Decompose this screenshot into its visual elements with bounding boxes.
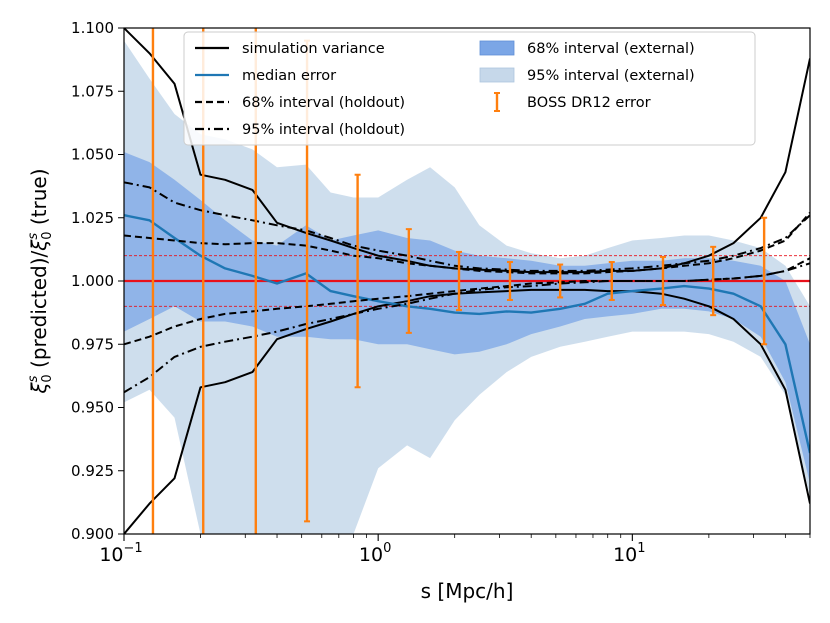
- legend-swatch-4: [479, 40, 515, 56]
- legend-label-2: 68% interval (holdout): [242, 95, 405, 111]
- y-tick-label-6: 1.050: [71, 146, 114, 164]
- y-tick-label-3: 0.975: [71, 335, 114, 353]
- legend-label-5: 95% interval (external): [527, 68, 695, 84]
- y-tick-label-7: 1.075: [71, 82, 114, 100]
- x-axis-label: s [Mpc/h]: [421, 579, 514, 603]
- x-tick-label-2: 101: [613, 541, 645, 566]
- legend-label-1: median error: [242, 68, 336, 84]
- legend-swatch-5: [479, 67, 515, 83]
- legend-label-3: 95% interval (holdout): [242, 122, 405, 138]
- legend-box: [183, 31, 756, 146]
- y-tick-label-1: 0.925: [71, 462, 114, 480]
- series-lines: [124, 28, 810, 534]
- series-6: [124, 262, 810, 394]
- legend-label-6: BOSS DR12 error: [527, 95, 651, 111]
- y-tick-label-0: 0.900: [71, 525, 114, 543]
- series-5: [124, 181, 810, 272]
- series-2: [124, 214, 810, 454]
- y-axis-label: ξs0 (predicted)/ξs0 (true): [26, 168, 55, 394]
- x-tick-label-1: 100: [359, 541, 391, 566]
- x-tick-label-0: 10−1: [99, 541, 142, 566]
- series-3: [124, 212, 810, 275]
- external-interval-bands: [124, 40, 810, 534]
- y-tick-label-4: 1.000: [71, 272, 114, 290]
- y-tick-label-2: 0.950: [71, 399, 114, 417]
- legend: simulation variance median error 68% inter…: [183, 31, 756, 146]
- band-68-external: [124, 152, 810, 484]
- legend-label-4: 68% interval (external): [527, 41, 695, 57]
- series-1: [124, 288, 810, 534]
- legend-label-0: simulation variance: [242, 41, 385, 57]
- y-tick-label-8: 1.100: [71, 19, 114, 37]
- legend-swatch-6: [494, 92, 500, 112]
- y-tick-label-5: 1.025: [71, 209, 114, 227]
- axis-ticks: 0.900 0.925 0.950 0.975 1.000 1.025 1.050 1.075…: [71, 19, 811, 566]
